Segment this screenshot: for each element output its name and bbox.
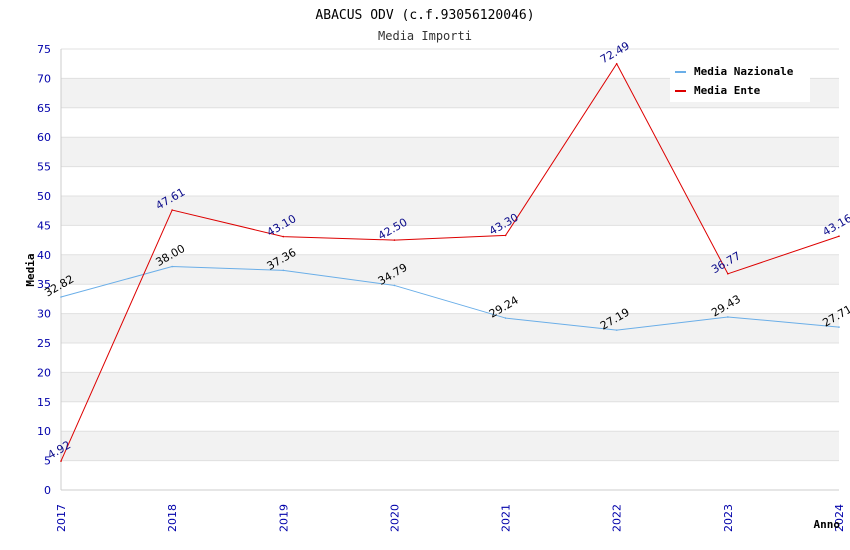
data-point <box>282 235 285 238</box>
data-point <box>393 239 396 241</box>
series-line-media-nazionale <box>60 266 840 331</box>
data-point <box>615 329 618 331</box>
y-tick-label: 25 <box>37 337 51 350</box>
x-tick-label: 2023 <box>722 504 735 532</box>
data-point <box>504 234 507 237</box>
y-tick-label: 50 <box>37 190 51 203</box>
y-ticks: 0 5 10 15 20 25 30 35 40 45 50 55 60 65 70 75 <box>37 43 51 497</box>
legend-label-media-ente: Media Ente <box>694 84 761 97</box>
x-axis-label: Anno <box>814 518 841 531</box>
y-axis-label: Media <box>24 253 37 286</box>
y-tick-label: 55 <box>37 161 51 174</box>
axes <box>60 49 839 491</box>
y-tick-label: 75 <box>37 43 51 56</box>
y-tick-label: 60 <box>37 131 51 144</box>
data-point <box>393 284 396 287</box>
data-point <box>171 265 173 268</box>
data-point <box>727 272 729 275</box>
data-point <box>727 316 729 318</box>
y-tick-label: 40 <box>37 249 51 262</box>
y-tick-label: 45 <box>37 219 51 232</box>
data-point <box>60 296 62 298</box>
y-tick-label: 10 <box>37 425 51 438</box>
y-tick-label: 15 <box>37 396 51 409</box>
series-lines <box>60 62 840 462</box>
legend-label-media-nazionale: Media Nazionale <box>694 65 794 78</box>
chart-subtitle: Media Importi <box>378 29 472 43</box>
x-tick-label: 2021 <box>500 504 513 532</box>
x-tick-label: 2018 <box>166 504 179 532</box>
grid-band <box>61 196 839 226</box>
x-tick-label: 2024 <box>833 504 846 532</box>
x-tick-label: 2019 <box>277 504 290 532</box>
grid-band <box>61 254 839 285</box>
y-tick-label: 5 <box>44 455 51 468</box>
x-ticks: 2017 2018 2019 2020 2021 2022 2023 2024 <box>55 504 846 532</box>
legend-box <box>670 60 810 102</box>
chart-title: ABACUS ODV (c.f.93056120046) <box>315 8 534 23</box>
series-line-media-ente <box>60 62 840 462</box>
x-tick-label: 2022 <box>611 504 624 532</box>
y-tick-label: 65 <box>37 102 51 115</box>
y-tick-label: 0 <box>44 484 51 497</box>
x-tick-label: 2017 <box>55 504 68 532</box>
grid-band <box>61 137 839 167</box>
x-tick-label: 2020 <box>388 504 401 532</box>
y-tick-label: 20 <box>37 366 51 379</box>
data-point <box>504 317 507 319</box>
data-point <box>838 326 840 328</box>
data-label: 32.82 <box>42 272 76 299</box>
data-point <box>171 209 173 211</box>
data-point <box>282 269 285 272</box>
data-label: 72.49 <box>598 39 632 66</box>
y-tick-label: 70 <box>37 72 51 85</box>
data-point <box>838 235 840 238</box>
data-point <box>60 460 62 462</box>
grid-band <box>61 431 839 461</box>
grid-band <box>61 372 839 402</box>
grid-band <box>61 313 839 343</box>
data-point <box>615 62 618 65</box>
grid-bands <box>61 78 839 461</box>
legend: Media Nazionale Media Ente <box>670 60 810 102</box>
y-tick-label: 30 <box>37 308 51 321</box>
y-tick-label: 35 <box>37 278 51 291</box>
